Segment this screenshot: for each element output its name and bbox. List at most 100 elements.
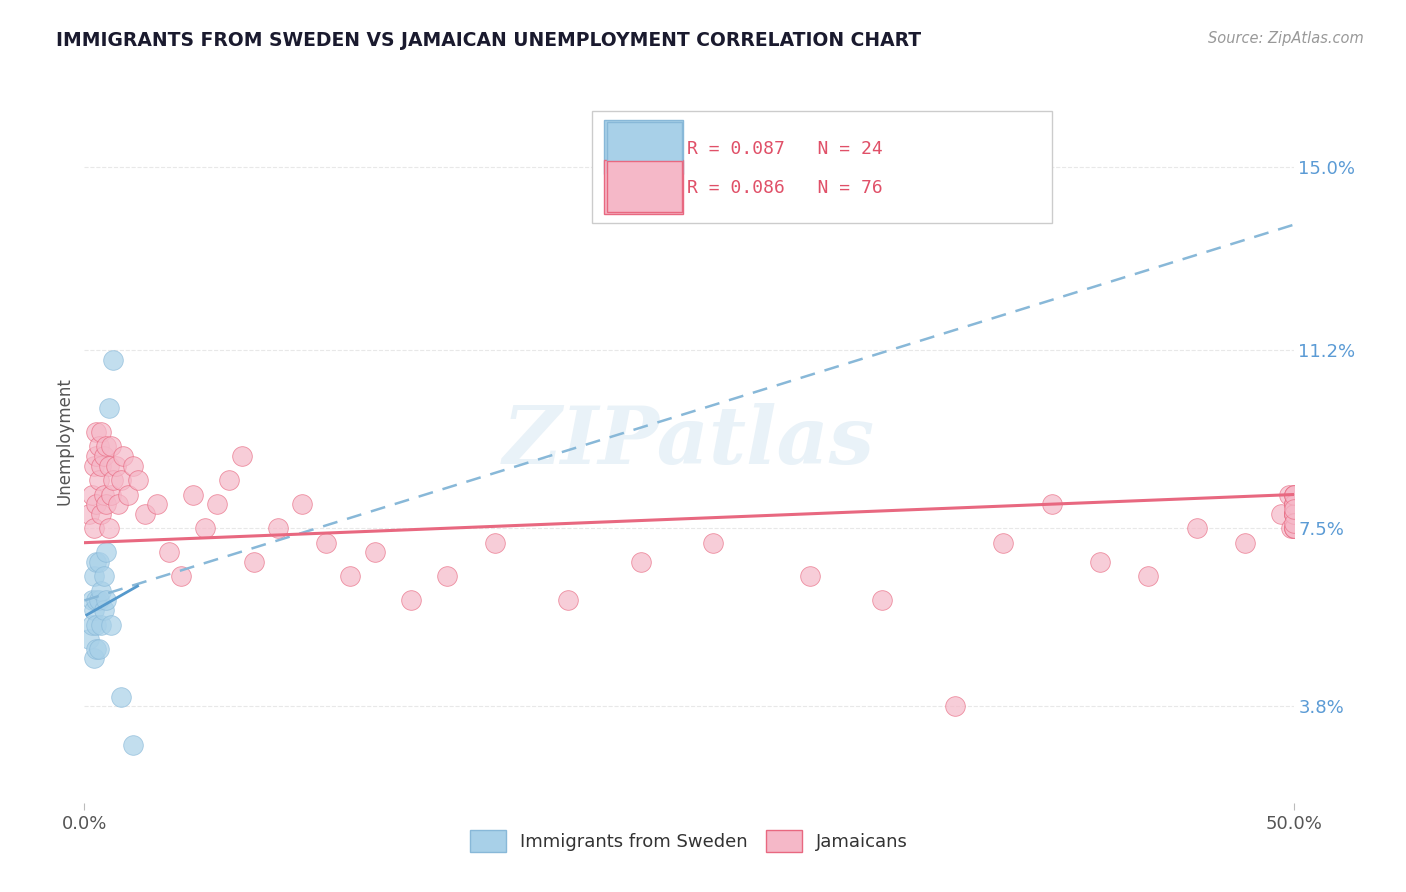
Point	[97, 521, 120, 535]
Point	[83, 569, 105, 583]
Point	[86, 617, 108, 632]
Point	[1282, 521, 1305, 535]
Legend: Immigrants from Sweden, Jamaicans: Immigrants from Sweden, Jamaicans	[463, 822, 915, 859]
Point	[83, 651, 105, 665]
Point	[117, 487, 139, 501]
FancyBboxPatch shape	[605, 120, 683, 174]
Point	[1278, 487, 1301, 501]
FancyBboxPatch shape	[592, 112, 1052, 223]
Point	[291, 497, 314, 511]
Point	[86, 555, 108, 569]
Point	[170, 569, 193, 583]
Point	[90, 583, 112, 598]
Point	[1234, 535, 1257, 549]
Point	[1270, 507, 1292, 521]
Point	[80, 487, 103, 501]
Point	[100, 617, 122, 632]
Point	[90, 458, 112, 473]
Point	[799, 569, 821, 583]
Point	[993, 535, 1015, 549]
Point	[1282, 507, 1305, 521]
Point	[1088, 555, 1111, 569]
Point	[134, 507, 156, 521]
Point	[100, 439, 122, 453]
Point	[86, 449, 108, 463]
Point	[1279, 521, 1302, 535]
Point	[83, 603, 105, 617]
Point	[80, 593, 103, 607]
Y-axis label: Unemployment: Unemployment	[55, 377, 73, 506]
Point	[121, 738, 143, 752]
Point	[83, 458, 105, 473]
Point	[94, 497, 117, 511]
Point	[1282, 497, 1305, 511]
Point	[157, 545, 180, 559]
Point	[86, 497, 108, 511]
Point	[339, 569, 361, 583]
Point	[363, 545, 385, 559]
Point	[872, 593, 894, 607]
Point	[399, 593, 422, 607]
Point	[1137, 569, 1160, 583]
Point	[94, 545, 117, 559]
Point	[1282, 487, 1305, 501]
Point	[1282, 507, 1305, 521]
Point	[1282, 507, 1305, 521]
Point	[231, 449, 253, 463]
Point	[181, 487, 204, 501]
Point	[110, 473, 132, 487]
Point	[97, 401, 120, 415]
Point	[110, 690, 132, 704]
Point	[93, 487, 115, 501]
Point	[1282, 487, 1305, 501]
Point	[86, 425, 108, 439]
Point	[87, 593, 110, 607]
Point	[1282, 497, 1305, 511]
Point	[1282, 502, 1305, 516]
Point	[77, 507, 100, 521]
Point	[146, 497, 169, 511]
Point	[1282, 521, 1305, 535]
Point	[103, 352, 125, 367]
Point	[484, 535, 506, 549]
Point	[100, 487, 122, 501]
Point	[93, 569, 115, 583]
Point	[86, 641, 108, 656]
Text: Source: ZipAtlas.com: Source: ZipAtlas.com	[1208, 31, 1364, 46]
Point	[90, 425, 112, 439]
Point	[1185, 521, 1208, 535]
Point	[90, 617, 112, 632]
FancyBboxPatch shape	[605, 160, 683, 214]
FancyBboxPatch shape	[607, 122, 682, 173]
Point	[87, 439, 110, 453]
Point	[83, 521, 105, 535]
Point	[121, 458, 143, 473]
Point	[77, 632, 100, 646]
Point	[1282, 497, 1305, 511]
Point	[315, 535, 337, 549]
Point	[218, 473, 240, 487]
Point	[87, 473, 110, 487]
Point	[702, 535, 724, 549]
Point	[557, 593, 579, 607]
Point	[97, 458, 120, 473]
Point	[943, 699, 966, 714]
Point	[90, 507, 112, 521]
Point	[1040, 497, 1063, 511]
Point	[242, 555, 264, 569]
Text: R = 0.086   N = 76: R = 0.086 N = 76	[686, 179, 883, 197]
Point	[87, 641, 110, 656]
Point	[207, 497, 229, 511]
Point	[94, 593, 117, 607]
Point	[87, 555, 110, 569]
Point	[1282, 487, 1305, 501]
Point	[127, 473, 149, 487]
Point	[194, 521, 217, 535]
Point	[93, 603, 115, 617]
Point	[436, 569, 458, 583]
Point	[107, 497, 129, 511]
Text: R = 0.087   N = 24: R = 0.087 N = 24	[686, 139, 883, 158]
Point	[267, 521, 290, 535]
Point	[93, 449, 115, 463]
Point	[86, 593, 108, 607]
